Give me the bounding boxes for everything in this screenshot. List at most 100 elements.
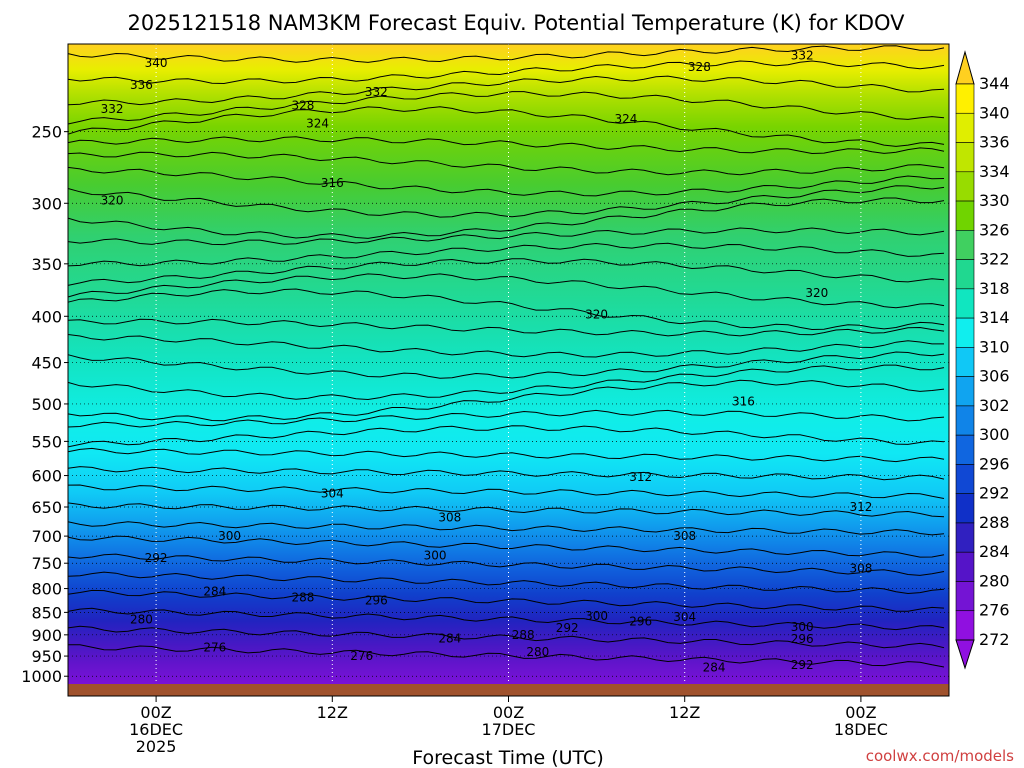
contour-line <box>67 379 945 422</box>
colorbar-segment <box>955 288 975 319</box>
colorbar-segment <box>955 493 975 524</box>
contour-line <box>67 484 945 499</box>
contour-line <box>67 425 945 448</box>
colorbar-segment <box>955 405 975 436</box>
colorbar-label: 280 <box>979 571 1010 590</box>
contour-line <box>67 106 945 147</box>
contour-line <box>67 197 945 239</box>
contour-label: 308 <box>673 529 696 543</box>
contour-line <box>67 45 945 63</box>
contour-line <box>67 334 944 358</box>
x-tick-label: 12Z <box>669 703 700 722</box>
y-axis: 250 300 350 400 450 500 550 600 650 700 750 800 850 9… <box>21 123 68 686</box>
contour-label: 300 <box>218 529 241 543</box>
y-tick-label: 550 <box>31 432 62 451</box>
colorbar-segment <box>955 112 975 143</box>
colorbar-label: 276 <box>979 601 1010 620</box>
contour-label: 304 <box>673 610 696 624</box>
contour-line <box>67 258 945 286</box>
colorbar-label: 322 <box>979 250 1010 269</box>
y-tick-label: 1000 <box>21 667 62 686</box>
y-tick-label: 650 <box>31 498 62 517</box>
colorbar-label: 344 <box>979 74 1010 93</box>
contour-label: 296 <box>365 594 388 608</box>
contour-label: 308 <box>438 511 461 525</box>
contour-label: 280 <box>130 612 153 626</box>
contour-label: 324 <box>306 117 329 131</box>
contour-line <box>67 60 945 85</box>
contour-label: 320 <box>805 286 828 300</box>
contour-label: 308 <box>849 561 872 575</box>
contour-label: 332 <box>365 85 388 99</box>
contour-line <box>67 364 945 401</box>
colorbar-label: 340 <box>979 103 1010 122</box>
contour-line <box>67 589 945 612</box>
colorbar-label: 336 <box>979 133 1010 152</box>
contour-lines <box>67 45 945 668</box>
contour-label: 320 <box>101 194 124 208</box>
contour-label: 284 <box>203 585 226 599</box>
contour-line <box>67 571 945 595</box>
x-tick-label: 2025 <box>136 737 177 756</box>
contour-line <box>67 447 945 463</box>
x-tick-label: 18DEC <box>834 720 888 739</box>
contour-labels: 340 336 332 332 328 324 332 328 324 320 316 320 320 3… <box>101 49 873 675</box>
colorbar-segment <box>955 200 975 231</box>
colorbar-segment <box>955 142 975 173</box>
colorbar-segment <box>955 522 975 553</box>
plot-area: 340 336 332 332 328 324 332 328 324 320 316 320 320 3… <box>67 43 950 697</box>
contour-label: 300 <box>424 548 447 562</box>
contour-line <box>67 625 945 649</box>
colorbar-label: 284 <box>979 542 1010 561</box>
contour-label: 316 <box>321 176 344 190</box>
colorbar-label: 300 <box>979 425 1010 444</box>
contour-line <box>67 318 945 337</box>
contour-label: 288 <box>512 628 535 642</box>
colorbar-label: 314 <box>979 308 1010 327</box>
contour-label: 296 <box>629 615 652 629</box>
contour-label: 332 <box>101 102 124 116</box>
contour-label: 280 <box>526 645 549 659</box>
y-tick-label: 700 <box>31 527 62 546</box>
colorbar-segment <box>955 434 975 465</box>
contour-line <box>67 607 945 631</box>
colorbar-label: 288 <box>979 513 1010 532</box>
contour-line <box>67 535 945 558</box>
y-tick-label: 900 <box>31 626 62 645</box>
colorbar-label: 330 <box>979 191 1010 210</box>
contour-label: 296 <box>791 632 814 646</box>
colorbar-segment <box>955 171 975 202</box>
chart-title: 2025121518 NAM3KM Forecast Equiv. Potent… <box>127 11 905 35</box>
colorbar-segment <box>955 610 975 641</box>
contour-line <box>67 166 945 197</box>
contour-line <box>67 351 945 379</box>
contour-line <box>67 151 945 176</box>
y-tick-label: 300 <box>31 194 62 213</box>
colorbar-segment <box>955 347 975 377</box>
colorbar-label: 272 <box>979 630 1010 649</box>
colorbar-segment <box>955 581 975 612</box>
colorbar-label: 292 <box>979 484 1010 503</box>
contour-label: 300 <box>791 620 814 634</box>
colorbar-bottom-arrow <box>955 639 975 670</box>
contour-label: 328 <box>291 99 314 113</box>
colorbar-label: 334 <box>979 162 1010 181</box>
contour-label: 312 <box>629 470 652 484</box>
contour-line <box>67 273 945 309</box>
contour-label: 304 <box>321 486 344 500</box>
contour-label: 332 <box>791 49 814 63</box>
colorbar-top-arrow <box>955 50 975 85</box>
colorbar-label: 306 <box>979 367 1010 386</box>
contour-line <box>67 242 945 267</box>
contour-label: 340 <box>145 56 168 70</box>
contour-line <box>67 521 945 536</box>
contour-label: 284 <box>438 631 461 645</box>
y-tick-label: 750 <box>31 554 62 573</box>
contour-label: 276 <box>350 649 373 663</box>
contour-line <box>67 502 945 518</box>
colorbar-label: 326 <box>979 220 1010 239</box>
y-tick-label: 600 <box>31 467 62 486</box>
contour-label: 292 <box>791 658 814 672</box>
colorbar-segment <box>955 259 975 290</box>
